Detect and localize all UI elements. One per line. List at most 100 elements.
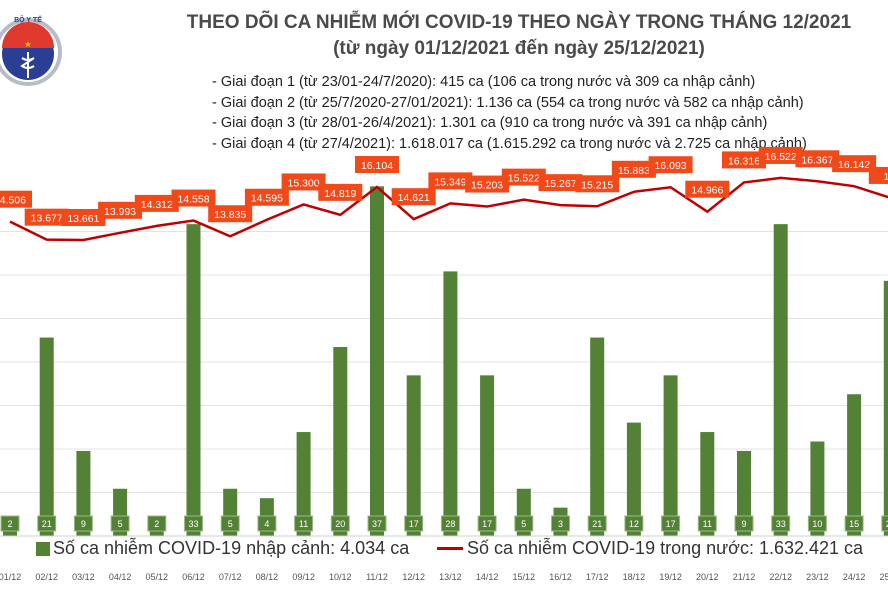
line-label-box — [868, 166, 888, 184]
bar-label: 2 — [154, 519, 159, 529]
line-label-box — [244, 188, 289, 206]
line-label-box — [538, 174, 583, 192]
chart-notes: - Giai đoạn 1 (từ 23/01-24/7/2020): 415 … — [212, 72, 807, 154]
bar-label: 17 — [482, 519, 492, 529]
note: - Giai đoạn 1 (từ 23/01-24/7/2020): 415 … — [212, 74, 756, 90]
bar — [370, 186, 384, 536]
bar-label-box — [844, 515, 864, 532]
bar-label-box — [551, 515, 570, 532]
line-label: 13.993 — [104, 206, 136, 218]
bar-label-box — [587, 515, 607, 532]
line-label-box — [428, 172, 473, 190]
x-tick-label: 04/12 — [109, 572, 132, 582]
bar-label: 17 — [666, 519, 676, 529]
bar-label: 5 — [118, 519, 123, 529]
bar-label-box — [367, 515, 387, 532]
bar-label-box — [110, 515, 130, 532]
x-tick-label: 25/12 — [880, 572, 888, 582]
x-tick-label: 16/12 — [549, 572, 572, 582]
x-tick-label: 05/12 — [146, 572, 169, 582]
bar — [626, 422, 641, 536]
bar-label-box — [661, 515, 681, 532]
line-label: 13.661 — [67, 213, 99, 225]
line-series — [9, 176, 888, 242]
x-tick-label: 10/12 — [329, 572, 352, 582]
line-label: 16.142 — [838, 159, 870, 171]
bar-label: 11 — [299, 519, 308, 529]
line-label: 16.522 — [765, 151, 797, 163]
line-label: 15.203 — [471, 180, 503, 192]
bar-label: 17 — [409, 519, 419, 529]
x-tick-label: 03/12 — [72, 572, 95, 582]
bar — [663, 375, 678, 536]
bar — [443, 271, 458, 536]
bar — [847, 394, 862, 536]
line-label-box — [758, 146, 803, 164]
x-tick-label: 08/12 — [256, 572, 279, 582]
bar — [590, 337, 605, 536]
bar-label: 12 — [629, 519, 639, 529]
line-label: 15.300 — [288, 177, 320, 189]
bar-label-box — [477, 515, 497, 532]
x-tick-label: 06/12 — [182, 572, 205, 582]
bar-label: 5 — [521, 519, 526, 529]
x-tick-label: 12/12 — [402, 572, 425, 582]
line-label-box — [832, 155, 877, 173]
line-label-box — [795, 150, 840, 168]
line-label-box — [722, 151, 766, 169]
x-tick-label: 07/12 — [219, 572, 242, 582]
bar — [76, 450, 91, 536]
bar — [333, 347, 348, 536]
bar-label-box — [734, 515, 754, 532]
line-label-box — [134, 194, 179, 212]
bar-label: 11 — [703, 519, 712, 529]
bar-label: 21 — [592, 519, 602, 529]
bar — [700, 432, 715, 536]
legend-item-line: Số ca nhiễm COVID-19 trong nước: 1.632.4… — [437, 538, 863, 559]
line-label: 14.312 — [141, 199, 173, 211]
line-label: 16.367 — [801, 154, 833, 166]
x-tick-label: 14/12 — [476, 572, 499, 582]
x-tick-label: 01/12 — [0, 572, 21, 582]
bar-label-box — [294, 515, 314, 532]
line-label-box — [355, 156, 399, 173]
line-label-box — [648, 156, 693, 174]
bar-label: 9 — [81, 519, 86, 529]
bar — [39, 337, 54, 536]
bar-label-box — [771, 515, 791, 532]
line-label: 13.677 — [31, 213, 63, 225]
line-label: 16.104 — [361, 160, 393, 172]
bar — [737, 450, 751, 536]
x-tick-label: 21/12 — [733, 572, 756, 582]
line-label-box — [611, 160, 656, 178]
line-label: 15.522 — [508, 173, 540, 185]
bar-label-box — [807, 515, 827, 532]
bar-label: 3 — [558, 519, 563, 529]
legend-item-bar: Số ca nhiễm COVID-19 nhập cảnh: 4.034 ca — [36, 538, 409, 559]
x-tick-label: 17/12 — [586, 572, 609, 582]
legend-swatch-line — [437, 547, 463, 550]
x-tick-label: 22/12 — [769, 572, 792, 582]
svg-text:BỘ Y TẾ: BỘ Y TẾ — [14, 14, 42, 24]
line-label: 15.883 — [618, 165, 650, 177]
bar — [296, 432, 311, 536]
line-label-box — [208, 205, 253, 223]
bar-label-box — [0, 515, 20, 532]
line-label: 14.621 — [398, 192, 430, 204]
line-label-box — [0, 190, 32, 208]
bar-label: 5 — [228, 519, 233, 529]
bar — [773, 224, 788, 536]
bar-label: 20 — [335, 519, 345, 529]
bar-label-box — [697, 515, 717, 532]
note: - Giai đoạn 2 (từ 25/7/2020-27/01/2021):… — [212, 94, 804, 111]
line-label-box — [575, 175, 620, 193]
x-tick-label: 11/12 — [366, 572, 388, 582]
bar-label: 9 — [741, 519, 746, 529]
line-label: 14.819 — [324, 188, 356, 200]
line-label: 15.349 — [434, 176, 466, 188]
bar-label-box — [257, 515, 277, 532]
line-label-box — [61, 209, 106, 227]
x-tick-label: 09/12 — [292, 572, 315, 582]
line-label-box — [501, 168, 546, 186]
